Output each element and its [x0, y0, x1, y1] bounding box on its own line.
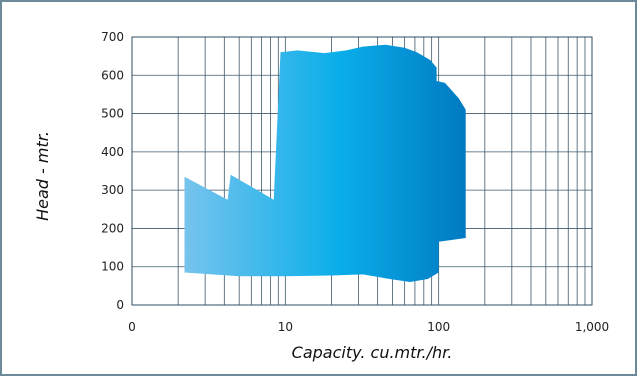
x-tick-label: 0 — [128, 320, 136, 334]
x-axis-title: Capacity. cu.mtr./hr. — [292, 343, 453, 362]
operating-range-area — [184, 44, 466, 283]
y-tick-labels: 0 100 200 300 400 500 600 700 — [101, 30, 124, 312]
y-tick-label: 0 — [116, 298, 124, 312]
x-tick-label: 10 — [278, 320, 293, 334]
y-tick-label: 400 — [101, 145, 124, 159]
y-tick-label: 200 — [101, 221, 124, 235]
plot-border — [131, 36, 593, 306]
x-tick-labels: 0 10 100 1,000 — [128, 320, 609, 334]
y-tick-label: 100 — [101, 260, 124, 274]
y-tick-label: 300 — [101, 183, 124, 197]
x-tick-label: 1,000 — [575, 320, 609, 334]
y-axis-title: Head - mtr. — [33, 131, 52, 221]
x-tick-label: 100 — [427, 320, 450, 334]
y-tick-label: 600 — [101, 68, 124, 82]
y-tick-label: 500 — [101, 107, 124, 121]
y-tick-label: 700 — [101, 30, 124, 44]
